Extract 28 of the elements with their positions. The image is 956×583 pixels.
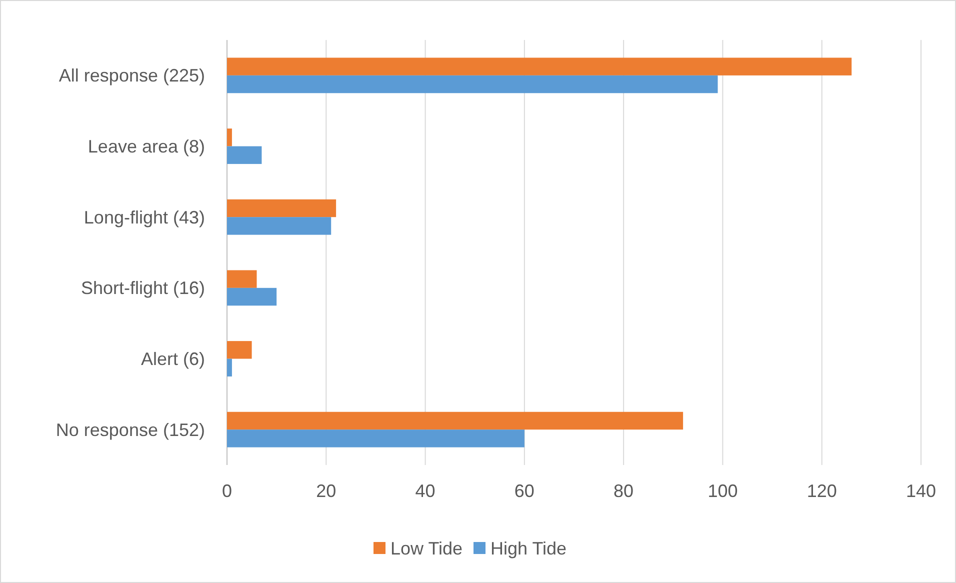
bar (227, 270, 257, 288)
bar (227, 75, 718, 94)
y-tick-label: Long-flight (43) (84, 207, 205, 228)
x-tick-label: 20 (316, 481, 336, 501)
y-tick-label: Leave area (8) (88, 136, 205, 157)
x-tick-label: 100 (708, 481, 738, 501)
bar (227, 430, 524, 448)
bar (227, 341, 252, 359)
y-tick-label: No response (152) (56, 420, 205, 440)
x-tick-label: 140 (906, 481, 936, 501)
x-tick-label: 120 (806, 481, 837, 501)
x-tick-label: 40 (415, 481, 436, 501)
bar (227, 288, 277, 306)
y-tick-label: Short-flight (16) (80, 278, 205, 298)
bar (227, 58, 852, 76)
y-tick-label: Alert (6) (140, 349, 205, 370)
x-tick-label: 80 (614, 481, 634, 501)
bar (227, 358, 232, 376)
x-tick-label: 60 (514, 481, 534, 501)
y-tick-label: All response (225) (58, 66, 205, 86)
legend-label: High Tide (490, 538, 567, 558)
bar (227, 412, 684, 430)
bar (227, 128, 232, 146)
bar (227, 199, 336, 218)
bar (227, 217, 332, 235)
x-tick-label: 0 (222, 481, 232, 501)
legend-label: Low Tide (390, 538, 463, 558)
bar (227, 146, 262, 164)
